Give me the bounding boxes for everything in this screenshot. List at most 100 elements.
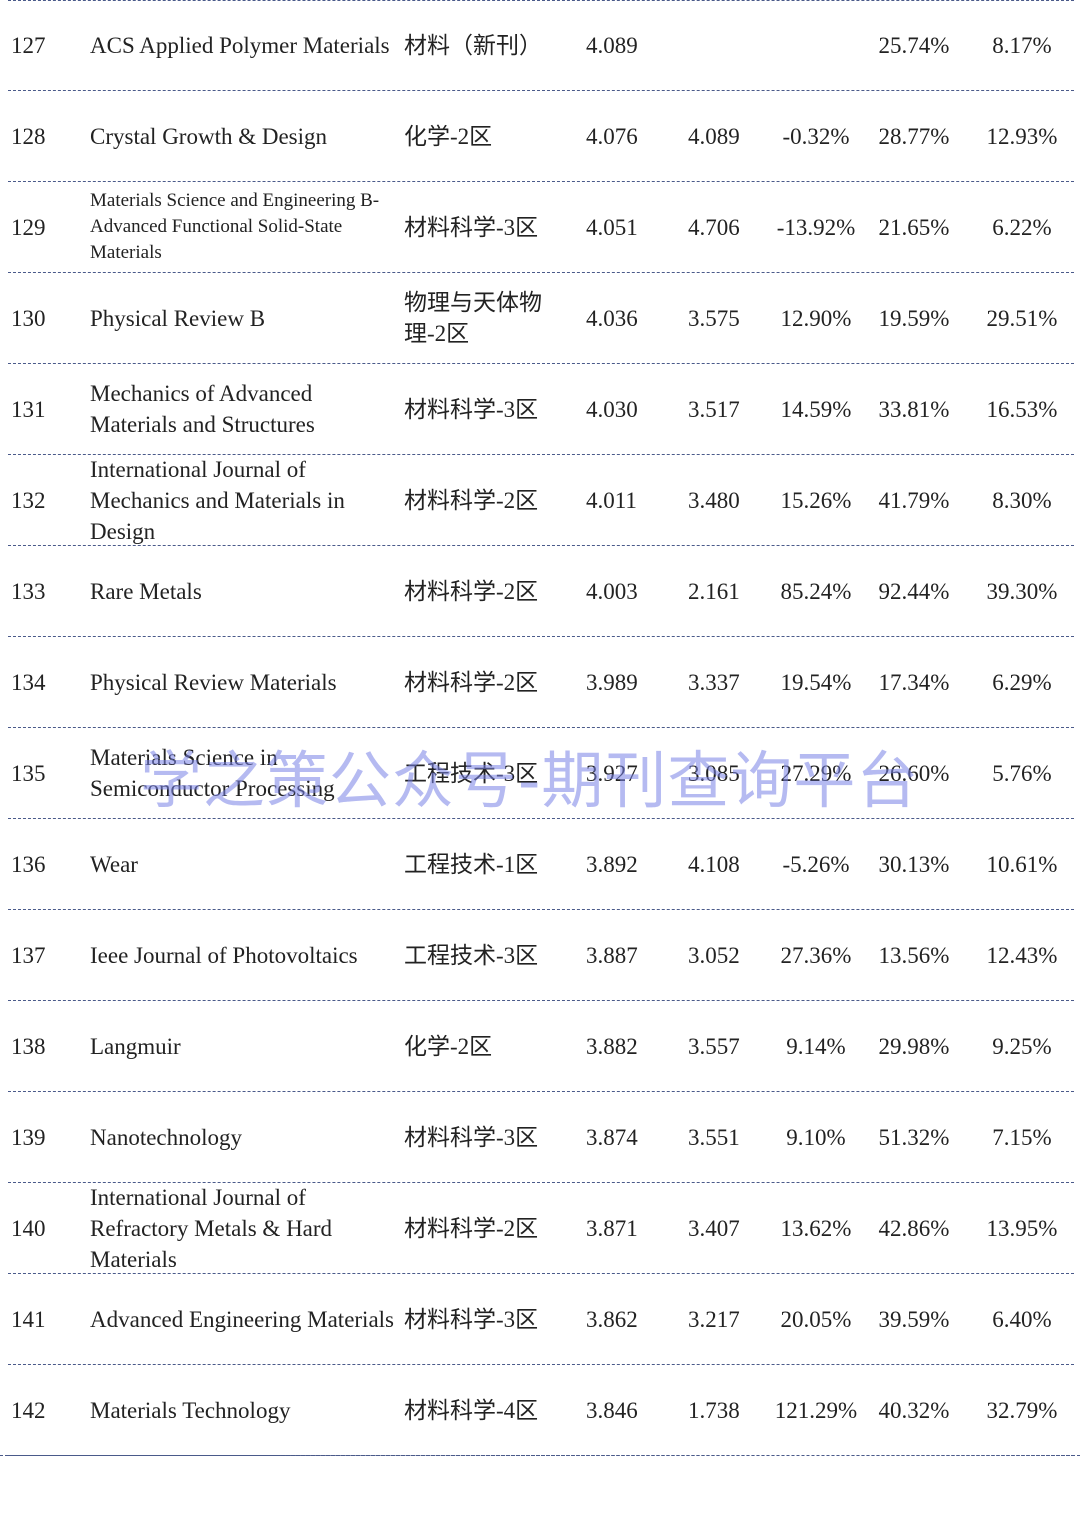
journal-category: 材料科学-2区 [404,578,539,604]
percent-col-2: 6.22% [992,214,1052,240]
impact-factor: 3.874 [586,1124,638,1150]
table-row: 128 Crystal Growth & Design 化学-2区 4.076 4.08… [8,91,1074,182]
previous-impact-factor: 3.517 [688,396,740,422]
journal-name: Langmuir [90,1033,181,1059]
journal-category: 材料科学-3区 [404,396,539,422]
percent-col-2: 8.30% [992,487,1052,513]
journal-category: 材料科学-3区 [404,214,539,240]
impact-factor: 3.871 [586,1215,638,1241]
row-number: 137 [11,942,46,968]
growth-rate: 13.62% [780,1215,852,1241]
impact-factor: 3.892 [586,851,638,877]
previous-impact-factor: 3.217 [688,1306,740,1332]
impact-factor: 4.051 [586,214,638,240]
growth-rate: 20.05% [780,1306,852,1332]
journal-name: Crystal Growth & Design [90,123,328,149]
percent-col-1: 17.34% [878,669,950,695]
table-row: 139 Nanotechnology 材料科学-3区 3.874 3.551 9.10% 5… [8,1092,1074,1183]
percent-col-1: 30.13% [878,851,950,877]
percent-col-1: 29.98% [878,1033,950,1059]
journal-name: Physical Review B [90,305,266,331]
journal-name: Advanced Engineering Materials [90,1306,394,1332]
journal-name: Physical Review Materials [90,669,337,695]
journal-name: Wear [90,851,138,877]
previous-impact-factor [688,1,768,90]
percent-col-1: 26.60% [878,760,950,786]
percent-col-2: 32.79% [986,1397,1058,1423]
growth-rate [770,1,862,90]
growth-rate: 9.14% [786,1033,846,1059]
growth-rate: 27.29% [780,760,852,786]
impact-factor: 3.862 [586,1306,638,1332]
percent-col-1: 28.77% [878,123,950,149]
row-number: 141 [11,1306,46,1332]
percent-col-1: 21.65% [878,214,950,240]
impact-factor: 4.003 [586,578,638,604]
percent-col-2: 5.76% [992,760,1052,786]
row-number: 135 [11,760,46,786]
growth-rate: 121.29% [774,1397,858,1423]
table-bottom-rule [0,1455,1080,1456]
percent-col-2: 6.29% [992,669,1052,695]
impact-factor: 4.030 [586,396,638,422]
table-row: 141 Advanced Engineering Materials 材料科学-3区… [8,1274,1074,1365]
previous-impact-factor: 3.052 [688,942,740,968]
journal-name: International Journal of Mechanics and M… [90,456,345,544]
percent-col-1: 41.79% [878,487,950,513]
row-number: 130 [11,305,46,331]
row-number: 136 [11,851,46,877]
journal-category: 材料科学-4区 [404,1397,539,1423]
row-number: 142 [11,1397,46,1423]
row-number: 129 [11,214,46,240]
impact-factor: 3.887 [586,942,638,968]
growth-rate: 15.26% [780,487,852,513]
growth-rate: 9.10% [786,1124,846,1150]
percent-col-2: 13.95% [986,1215,1058,1241]
impact-factor: 4.036 [586,305,638,331]
previous-impact-factor: 3.337 [688,669,740,695]
growth-rate: 19.54% [780,669,852,695]
impact-factor: 4.076 [586,123,638,149]
table-row: 133 Rare Metals 材料科学-2区 4.003 2.161 85.24% 92.… [8,546,1074,637]
percent-col-1: 25.74% [878,33,950,58]
journal-name: International Journal of Refractory Meta… [90,1184,333,1272]
table-row: 129 Materials Science and Engineering B-A… [8,182,1074,273]
percent-col-1: 39.59% [878,1306,950,1332]
percent-col-1: 13.56% [878,942,950,968]
row-number: 140 [11,1215,46,1241]
row-number: 139 [11,1124,46,1150]
previous-impact-factor: 3.480 [688,487,740,513]
journal-category: 材料科学-2区 [404,487,539,513]
journal-category: 材料科学-3区 [404,1124,539,1150]
row-number: 133 [11,578,46,604]
percent-col-2: 7.15% [992,1124,1052,1150]
previous-impact-factor: 4.706 [688,214,740,240]
table-row: 127 ACS Applied Polymer Materials 材料（新刊） 4.… [8,0,1074,91]
row-number: 128 [11,123,46,149]
journal-name: Materials Science in Semiconductor Proce… [90,745,335,801]
percent-col-2: 6.40% [992,1306,1052,1332]
growth-rate: -0.32% [782,123,850,149]
table-row: 134 Physical Review Materials 材料科学-2区 3.989… [8,637,1074,728]
percent-col-2: 12.43% [986,942,1058,968]
journal-category: 工程技术-3区 [404,760,539,786]
table-row: 138 Langmuir 化学-2区 3.882 3.557 9.14% 29.98% 9.2… [8,1001,1074,1092]
percent-col-1: 33.81% [878,396,950,422]
previous-impact-factor: 4.089 [688,123,740,149]
percent-col-1: 42.86% [878,1215,950,1241]
impact-factor: 4.089 [586,33,638,58]
growth-rate: 27.36% [780,942,852,968]
journal-category: 工程技术-1区 [404,851,539,877]
impact-factor: 3.882 [586,1033,638,1059]
previous-impact-factor: 3.407 [688,1215,740,1241]
impact-factor: 3.927 [586,760,638,786]
previous-impact-factor: 4.108 [688,851,740,877]
percent-col-2: 9.25% [992,1033,1052,1059]
percent-col-2: 29.51% [986,305,1058,331]
journal-table: 127 ACS Applied Polymer Materials 材料（新刊） 4.… [8,0,1074,1456]
journal-name: Materials Science and Engineering B-Adva… [90,190,380,263]
row-number: 127 [11,33,46,58]
previous-impact-factor: 1.738 [688,1397,740,1423]
impact-factor: 4.011 [586,487,637,513]
percent-col-1: 40.32% [878,1397,950,1423]
